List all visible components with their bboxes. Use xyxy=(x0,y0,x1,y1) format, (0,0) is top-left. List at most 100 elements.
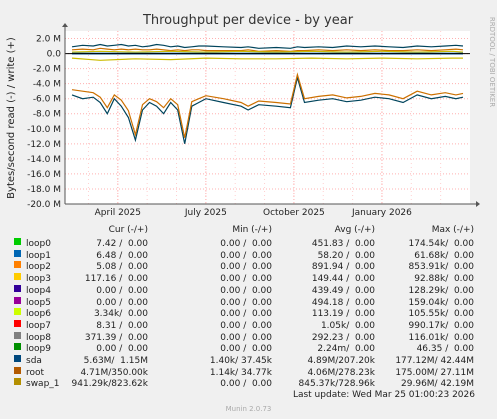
legend-min: 1.40k/ 37.45k xyxy=(209,356,272,366)
chart-title: Throughput per device - by year xyxy=(142,13,354,28)
legend-max: 174.54k/ 0.00 xyxy=(408,239,475,249)
legend-avg: 113.19 / 0.00 xyxy=(311,309,375,320)
legend-header-max: Max (-/+) xyxy=(431,225,474,235)
legend-row: loop7 8.31 / 0.00 0.00 / 0.00 1.05k/ 0.00 99… xyxy=(0,319,497,332)
legend-avg: 494.18 / 0.00 xyxy=(311,297,375,308)
legend-avg: 439.49 / 0.00 xyxy=(311,285,375,296)
legend-swatch xyxy=(14,343,21,351)
series-line-swap_1-read xyxy=(71,57,463,61)
legend-name: loop5 xyxy=(26,297,51,308)
y-axis-arrow xyxy=(62,23,68,27)
y-tick-label: -2.0 M xyxy=(33,65,61,75)
legend-cur: 0.00 / 0.00 xyxy=(96,297,148,308)
y-tick-label: 2.0 M xyxy=(36,35,61,45)
legend-cur: 8.31 / 0.00 xyxy=(96,320,148,331)
series-line-sda-write xyxy=(71,43,464,49)
tick-labels: 2.0 M 0.0 -2.0 M -4.0 M -6.0 M -8.0 M -10.0 M -… xyxy=(27,35,412,218)
x-tick-label: July 2025 xyxy=(184,208,227,218)
legend-name: swap_1 xyxy=(26,379,60,390)
y-tick-label: -8.0 M xyxy=(33,110,61,120)
legend-name: loop3 xyxy=(26,274,51,285)
legend-row: sda 5.63M/ 1.15M 1.40k/ 37.45k 4.89M/207.20… xyxy=(0,355,497,367)
legend-cur: 0.00 / 0.00 xyxy=(96,344,148,355)
legend-name: sda xyxy=(26,356,42,366)
y-tick-label: -20.0 M xyxy=(27,200,61,210)
legend-max: 46.35 / 0.00 xyxy=(416,344,474,355)
legend-min: 1.14k/ 34.77k xyxy=(209,367,272,378)
legend-avg: 891.94 / 0.00 xyxy=(311,262,375,273)
legend-max: 128.29k/ 0.00 xyxy=(408,285,475,296)
legend-swatch xyxy=(14,273,21,281)
legend-min: 0.00 / 0.00 xyxy=(220,344,272,355)
legend-name: loop6 xyxy=(26,309,51,320)
legend-min: 0.00 / 0.00 xyxy=(220,320,272,331)
legend-cur: 6.48 / 0.00 xyxy=(96,250,148,261)
x-tick-label: January 2026 xyxy=(351,208,412,218)
legend-cur: 5.63M/ 1.15M xyxy=(83,356,148,366)
legend-cur: 5.08 / 0.00 xyxy=(96,262,148,273)
rrdtool-credit: RRDTOOL / TOBI OETIKER xyxy=(488,17,496,107)
legend-swatch xyxy=(14,238,21,245)
legend-min: 0.00 / 0.00 xyxy=(220,379,272,390)
legend-min: 0.00 / 0.00 xyxy=(220,309,272,320)
legend-swatch xyxy=(14,261,21,269)
y-tick-label: -10.0 M xyxy=(27,125,61,135)
legend-name: root xyxy=(26,367,45,378)
legend-name: loop2 xyxy=(26,262,51,273)
legend-row: loop1 6.48 / 0.00 0.00 / 0.00 58.20 / 0.00 6… xyxy=(0,249,497,262)
legend-cur: 4.71M/350.00k xyxy=(80,367,148,378)
legend-swatch xyxy=(14,284,21,292)
legend-row: loop6 3.34k/ 0.00 0.00 / 0.00 113.19 / 0.00… xyxy=(0,308,497,320)
legend-avg: 4.06M/278.23k xyxy=(307,367,375,378)
legend-avg: 58.20 / 0.00 xyxy=(317,250,375,261)
legend-cur: 941.29k/823.62k xyxy=(71,379,148,390)
legend-name: loop8 xyxy=(26,332,51,343)
legend-name: loop9 xyxy=(26,344,51,355)
legend-header-avg: Avg (-/+) xyxy=(334,225,375,235)
legend-row: loop8 371.39 / 0.00 0.00 / 0.00 292.23 / 0.… xyxy=(0,331,497,344)
y-tick-label: -12.0 M xyxy=(27,140,61,150)
legend-cur: 7.42 / 0.00 xyxy=(96,239,148,249)
legend-max: 159.04k/ 0.00 xyxy=(408,297,475,308)
y-tick-label: 0.0 xyxy=(47,50,62,60)
axes xyxy=(62,23,480,207)
legend-cur: 0.00 / 0.00 xyxy=(96,285,148,296)
legend-swatch xyxy=(14,319,21,327)
munin-credit: Munin 2.0.73 xyxy=(225,405,272,413)
legend-header-cur: Cur (-/+) xyxy=(108,225,148,235)
legend-max: 175.00M/ 27.11M xyxy=(395,367,474,378)
legend-max: 177.12M/ 42.44M xyxy=(395,356,474,366)
legend-row: loop9 0.00 / 0.00 0.00 / 0.00 2.24m/ 0.00 46… xyxy=(0,343,497,355)
legend-swatch xyxy=(14,355,21,362)
legend-avg: 149.44 / 0.00 xyxy=(311,274,375,285)
legend-row: loop2 5.08 / 0.00 0.00 / 0.00 891.94 / 0.00… xyxy=(0,261,497,273)
legend-name: loop1 xyxy=(26,250,51,261)
y-tick-label: -14.0 M xyxy=(27,155,61,165)
legend-avg: 2.24m/ 0.00 xyxy=(317,344,375,355)
legend-max: 853.91k/ 0.00 xyxy=(408,262,475,273)
legend-min: 0.00 / 0.00 xyxy=(220,250,272,261)
legend-swatch xyxy=(14,378,21,386)
legend-max: 29.96M/ 42.19M xyxy=(401,379,474,390)
legend-cur: 3.34k/ 0.00 xyxy=(93,309,148,320)
series-line-swap_1-write xyxy=(71,50,464,53)
legend-avg: 845.37k/728.96k xyxy=(298,379,375,390)
series-line-sda-read xyxy=(71,75,464,144)
y-axis-label: Bytes/second read (-) / write (+) xyxy=(6,37,17,199)
legend-min: 0.00 / 0.00 xyxy=(220,274,272,285)
legend-max: 92.88k/ 0.00 xyxy=(414,274,474,285)
legend-avg: 4.89M/207.20k xyxy=(307,356,375,366)
legend-row: root 4.71M/350.00k 1.14k/ 34.77k 4.06M/278.… xyxy=(0,366,497,379)
legend-header-min: Min (-/+) xyxy=(232,225,272,235)
series-line-root-read xyxy=(71,72,464,138)
legend-swatch xyxy=(14,366,21,374)
y-tick-label: -16.0 M xyxy=(27,170,61,180)
legend-swatch xyxy=(14,249,21,257)
y-tick-label: -6.0 M xyxy=(33,95,61,105)
y-tick-label: -18.0 M xyxy=(27,185,61,195)
x-tick-label: October 2025 xyxy=(263,208,325,218)
legend-min: 0.00 / 0.00 xyxy=(220,239,272,249)
throughput-chart: Throughput per device - by year Bytes/se… xyxy=(6,13,496,218)
y-tick-label: -4.0 M xyxy=(33,80,61,90)
legend-avg: 292.23 / 0.00 xyxy=(311,332,375,343)
